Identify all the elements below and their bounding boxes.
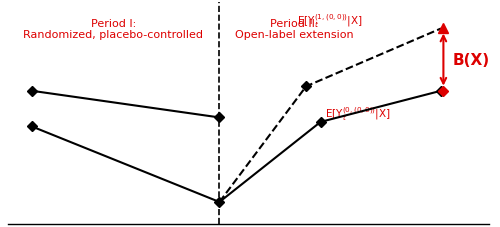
- Text: E[Y$_t^{(1,(0,0))}$|X]: E[Y$_t^{(1,(0,0))}$|X]: [296, 12, 362, 29]
- Text: E[Y$_t^{(0,(0,0))}$|X]: E[Y$_t^{(0,(0,0))}$|X]: [326, 105, 391, 122]
- Text: Period II:
Open-label extension: Period II: Open-label extension: [235, 19, 354, 40]
- Text: Period I:
Randomized, placebo-controlled: Period I: Randomized, placebo-controlled: [24, 19, 204, 40]
- Text: B(X): B(X): [453, 53, 490, 68]
